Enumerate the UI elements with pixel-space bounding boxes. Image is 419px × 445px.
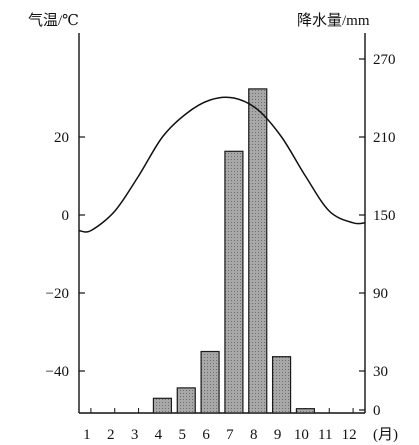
right-tick-label: 0 [373, 403, 381, 419]
left-tick-label: −20 [46, 286, 69, 302]
temperature-line [78, 96, 366, 233]
x-tick-label: 12 [342, 427, 357, 443]
x-tick-label: 4 [155, 427, 163, 443]
precipitation-bar [152, 397, 173, 414]
x-tick-label: 11 [318, 427, 332, 443]
precipitation-bar [248, 88, 268, 414]
right-tick-label: 30 [373, 364, 388, 380]
x-tick-label: 5 [179, 427, 187, 443]
left-tick-label: −40 [46, 364, 69, 380]
x-tick-label: 9 [274, 427, 282, 443]
x-tick-label: 10 [294, 427, 309, 443]
precipitation-bar [200, 350, 220, 414]
right-axis-title: 降水量/mm [297, 12, 370, 29]
left-tick-label: 20 [54, 130, 69, 146]
x-tick-label: 6 [202, 427, 210, 443]
right-tick-label: 90 [373, 286, 388, 302]
x-tick-label: 8 [250, 427, 258, 443]
temperature-line-layer [78, 96, 366, 233]
x-tick-label: 1 [83, 427, 91, 443]
left-tick-label: 0 [62, 208, 70, 224]
left-axis-title: 气温/℃ [28, 12, 79, 29]
precipitation-bar [295, 408, 316, 414]
axes-layer [78, 33, 366, 414]
right-tick-label: 270 [373, 52, 396, 68]
x-tick-label: 7 [226, 427, 234, 443]
right-tick-label: 210 [373, 130, 396, 146]
precipitation-bar [176, 387, 196, 414]
x-tick-label: 3 [131, 427, 139, 443]
precipitation-bars [152, 88, 316, 414]
precipitation-bar [224, 150, 244, 414]
right-tick-label: 150 [373, 208, 396, 224]
precipitation-bar [271, 356, 292, 414]
x-tick-label: 2 [107, 427, 115, 443]
x-axis-unit-label: (月) [373, 427, 398, 443]
